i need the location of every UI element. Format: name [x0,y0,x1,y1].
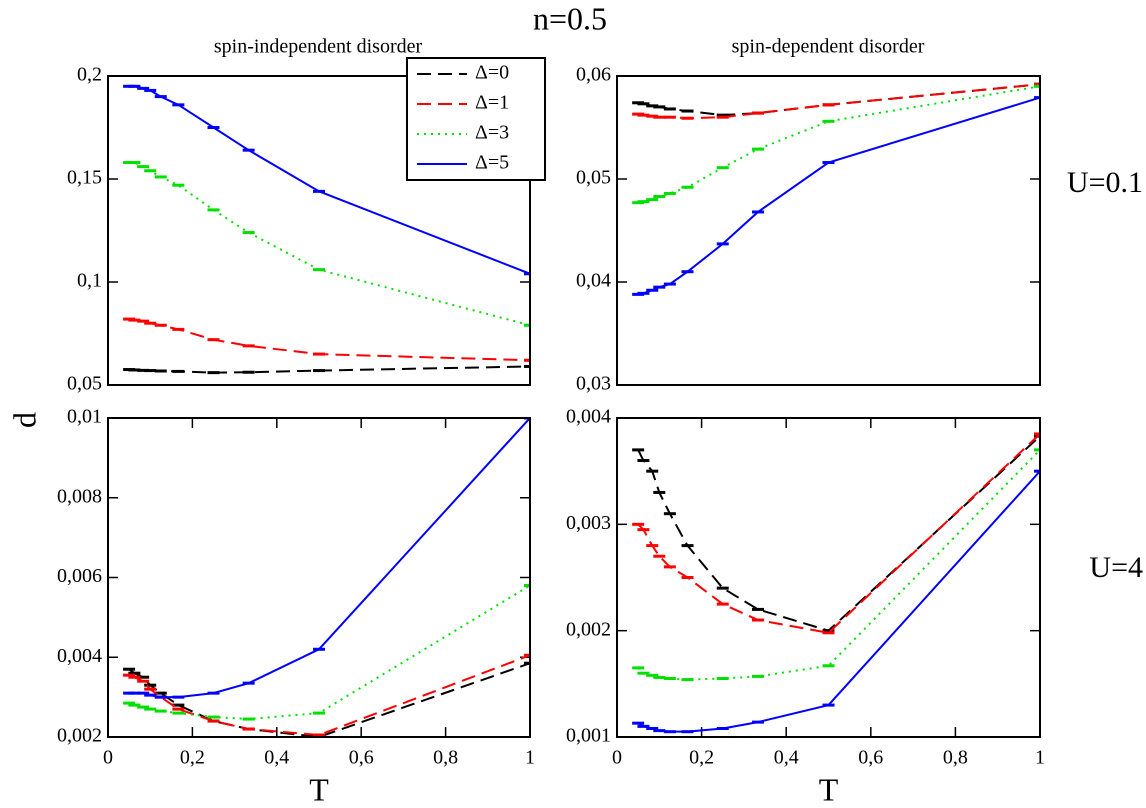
panel-title: spin-dependent disorder [732,36,925,58]
y-tick-label: 0,01 [67,406,102,428]
plot-area [123,84,530,375]
panel-title: spin-independent disorder [214,36,423,58]
x-tick-label: 1 [525,747,535,769]
plot-area [123,418,530,737]
y-tick-label: 0,1 [77,270,102,292]
x-tick-label: 0,6 [349,747,374,769]
y-tick-label: 0,15 [67,167,102,189]
y-tick-label: 0,006 [57,565,102,587]
y-axis-label: d [6,412,42,428]
row-label: U=4 [1089,551,1143,584]
y-tick-label: 0,2 [77,64,102,86]
y-tick-label: 0,001 [566,725,611,747]
x-tick-label: 0,8 [943,747,968,769]
series-line [637,85,1040,204]
y-tick-label: 0,008 [57,485,102,507]
x-axis-label: T [309,771,329,807]
series-line [637,433,1040,634]
y-tick-label: 0,004 [566,406,611,428]
axes-frame [107,417,531,738]
x-tick-label: 0,2 [180,747,205,769]
axes-frame [107,75,531,386]
x-tick-label: 0 [103,747,113,769]
legend-label: Δ=5 [475,152,509,174]
x-tick-label: 1 [1035,747,1045,769]
y-tick-label: 0,03 [576,373,611,395]
y-tick-label: 0,003 [566,512,611,534]
series-line [637,96,1040,296]
axes-frame [616,417,1041,738]
legend-label: Δ=3 [475,122,509,144]
series-line [637,449,1040,681]
legend-label: Δ=1 [475,92,509,114]
x-tick-label: 0 [612,747,622,769]
y-tick-label: 0,05 [67,373,102,395]
series-line [637,435,1040,632]
legend-box [406,57,546,181]
x-tick-label: 0,6 [858,747,883,769]
legend-label: Δ=0 [475,62,509,84]
plot-area [632,432,1040,734]
x-tick-label: 0,4 [264,747,289,769]
y-tick-label: 0,002 [566,618,611,640]
x-tick-label: 0,4 [774,747,799,769]
figure-title: n=0.5 [533,0,607,36]
series-line [128,654,530,737]
x-tick-label: 0,2 [689,747,714,769]
x-tick-label: 0,8 [433,747,458,769]
y-tick-label: 0,04 [576,270,611,292]
y-tick-label: 0,06 [576,64,611,86]
x-axis-label: T [819,771,839,807]
plot-area [632,82,1040,296]
row-label: U=0.1 [1067,166,1143,199]
y-tick-label: 0,05 [576,167,611,189]
y-tick-label: 0,002 [57,725,102,747]
axes-frame [616,75,1041,386]
y-tick-label: 0,004 [57,645,102,667]
